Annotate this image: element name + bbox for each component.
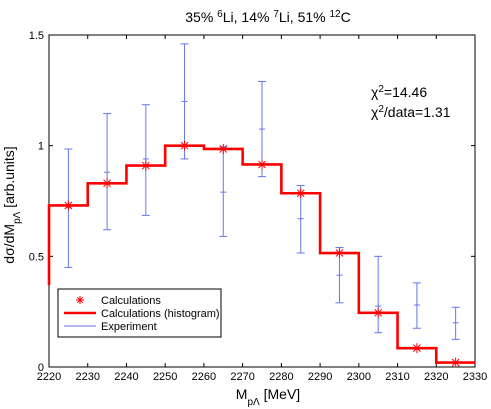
calculation-marker — [295, 188, 306, 199]
calculation-marker — [102, 178, 113, 189]
chart-title: 35% 6Li, 14% 7Li, 51% 12C — [185, 9, 350, 26]
chi-square-annotation: χ2/data=1.31 — [371, 104, 451, 121]
calculation-marker — [373, 307, 384, 318]
asterisk-stroke — [103, 179, 111, 188]
x-tick-label: 2320 — [424, 371, 448, 383]
asterisk-stroke — [413, 344, 421, 353]
x-tick-label: 2250 — [153, 371, 177, 383]
calculation-markers — [63, 140, 461, 368]
legend-label: Experiment — [101, 321, 157, 333]
x-axis: 2220 2230 2240 2250 2260 2270 2280 2290 2300 2310… — [37, 35, 487, 383]
y-tick-label: 0 — [38, 362, 44, 374]
asterisk-stroke — [296, 189, 305, 198]
x-tick-label: 2330 — [463, 371, 487, 383]
x-tick-label: 2270 — [230, 371, 254, 383]
x-tick-label: 2280 — [269, 371, 293, 383]
asterisk-stroke — [219, 145, 228, 153]
x-tick-label: 2300 — [347, 371, 371, 383]
chi-square-annotations: χ2=14.46 χ2/data=1.31 — [371, 84, 451, 121]
chi-square-annotation: χ2=14.46 — [371, 84, 427, 101]
histogram-line — [47, 144, 475, 364]
calculation-marker — [218, 143, 229, 154]
legend-label: Calculations (histogram) — [101, 308, 220, 320]
legend-label: Calculations — [101, 295, 161, 307]
calculation-marker — [179, 140, 190, 151]
asterisk-stroke — [64, 201, 73, 210]
x-axis-label: MpΛ [MeV] — [236, 386, 300, 408]
asterisk-stroke — [141, 161, 150, 170]
asterisk-stroke — [76, 296, 84, 304]
plot-frame — [48, 34, 476, 368]
x-tick-label: 2240 — [114, 371, 138, 383]
asterisk-stroke — [258, 160, 266, 169]
x-tick-label: 2310 — [385, 371, 409, 383]
calculation-marker — [334, 248, 345, 259]
asterisk-stroke — [180, 141, 189, 150]
calculation-marker — [411, 343, 422, 354]
asterisk-stroke — [451, 358, 460, 367]
x-tick-label: 2230 — [75, 371, 99, 383]
y-tick-label: 0.5 — [29, 251, 44, 263]
experiment-series — [64, 43, 460, 340]
legend-asterisk-icon — [76, 296, 84, 304]
x-tick-label: 2260 — [192, 371, 216, 383]
y-tick-label: 1 — [38, 141, 44, 153]
asterisk-stroke — [335, 249, 344, 257]
calculation-marker — [140, 160, 151, 171]
calculation-marker — [450, 357, 461, 368]
y-tick-label: 1.5 — [29, 30, 44, 42]
y-axis: 0 0.5 1 1.5 — [29, 30, 475, 374]
calculation-marker — [63, 200, 74, 211]
asterisk-stroke — [374, 308, 383, 317]
y-axis-label: dσ/dMpΛ [arb.units] — [1, 146, 23, 263]
calculation-marker — [257, 159, 267, 170]
x-tick-label: 2290 — [308, 371, 332, 383]
x-tick-label: 2220 — [37, 371, 61, 383]
plot-area: 2220 2230 2240 2250 2260 2270 2280 2290 2300 2310… — [29, 30, 488, 383]
